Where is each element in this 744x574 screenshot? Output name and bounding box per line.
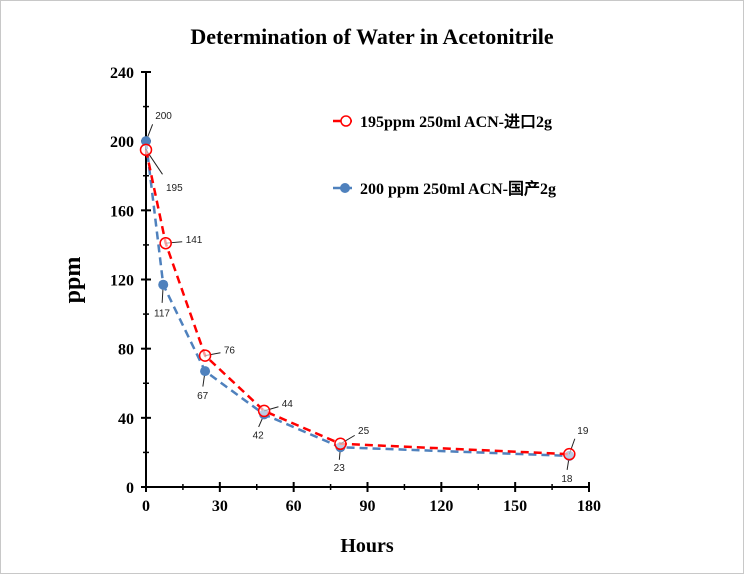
y-tick-label: 80: [118, 342, 134, 359]
legend-label: 200 ppm 250ml ACN-国产2g: [360, 179, 556, 198]
y-tick-label: 120: [110, 273, 134, 290]
data-label: 44: [282, 399, 294, 410]
data-point: [139, 143, 153, 157]
series-line-1: [144, 141, 570, 458]
data-label: 76: [224, 346, 236, 357]
x-tick-label: 150: [503, 498, 527, 515]
legend-marker: [340, 115, 352, 127]
y-tick-label: 200: [110, 134, 134, 151]
data-label: 195: [166, 183, 183, 194]
data-label: 141: [186, 235, 203, 246]
data-label: 25: [358, 426, 370, 437]
data-label: 117: [154, 309, 170, 320]
data-label: 19: [577, 426, 589, 437]
data-point: [141, 136, 151, 147]
data-label: 42: [253, 430, 265, 441]
chart-title: Determination of Water in Acetonitrile: [190, 24, 554, 49]
x-tick-label: 120: [429, 498, 453, 515]
data-point: [334, 437, 347, 451]
y-tick-label: 0: [126, 480, 134, 497]
x-tick-label: 30: [212, 498, 228, 515]
data-label: 18: [561, 474, 573, 485]
x-axis-label: Hours: [340, 535, 394, 557]
data-label: 67: [197, 391, 209, 402]
legend-marker: [340, 183, 350, 193]
data-point: [200, 366, 211, 377]
legend-label: 195ppm 250ml ACN-进口2g: [360, 113, 552, 131]
data-point: [158, 279, 169, 290]
data-point: [257, 404, 271, 418]
series-line-0: [144, 149, 570, 456]
data-point: [563, 447, 576, 461]
data-point: [159, 236, 172, 250]
y-tick-label: 40: [118, 411, 134, 428]
data-label: 23: [334, 463, 346, 474]
data-point: [198, 349, 212, 362]
x-tick-label: 0: [142, 498, 150, 515]
y-tick-label: 240: [110, 65, 134, 82]
x-tick-label: 90: [360, 498, 376, 515]
y-tick-label: 160: [110, 203, 134, 220]
x-tick-label: 60: [286, 498, 302, 515]
x-tick-label: 180: [577, 498, 601, 515]
data-label: 200: [155, 111, 172, 122]
y-axis-label: ppm: [60, 257, 86, 304]
